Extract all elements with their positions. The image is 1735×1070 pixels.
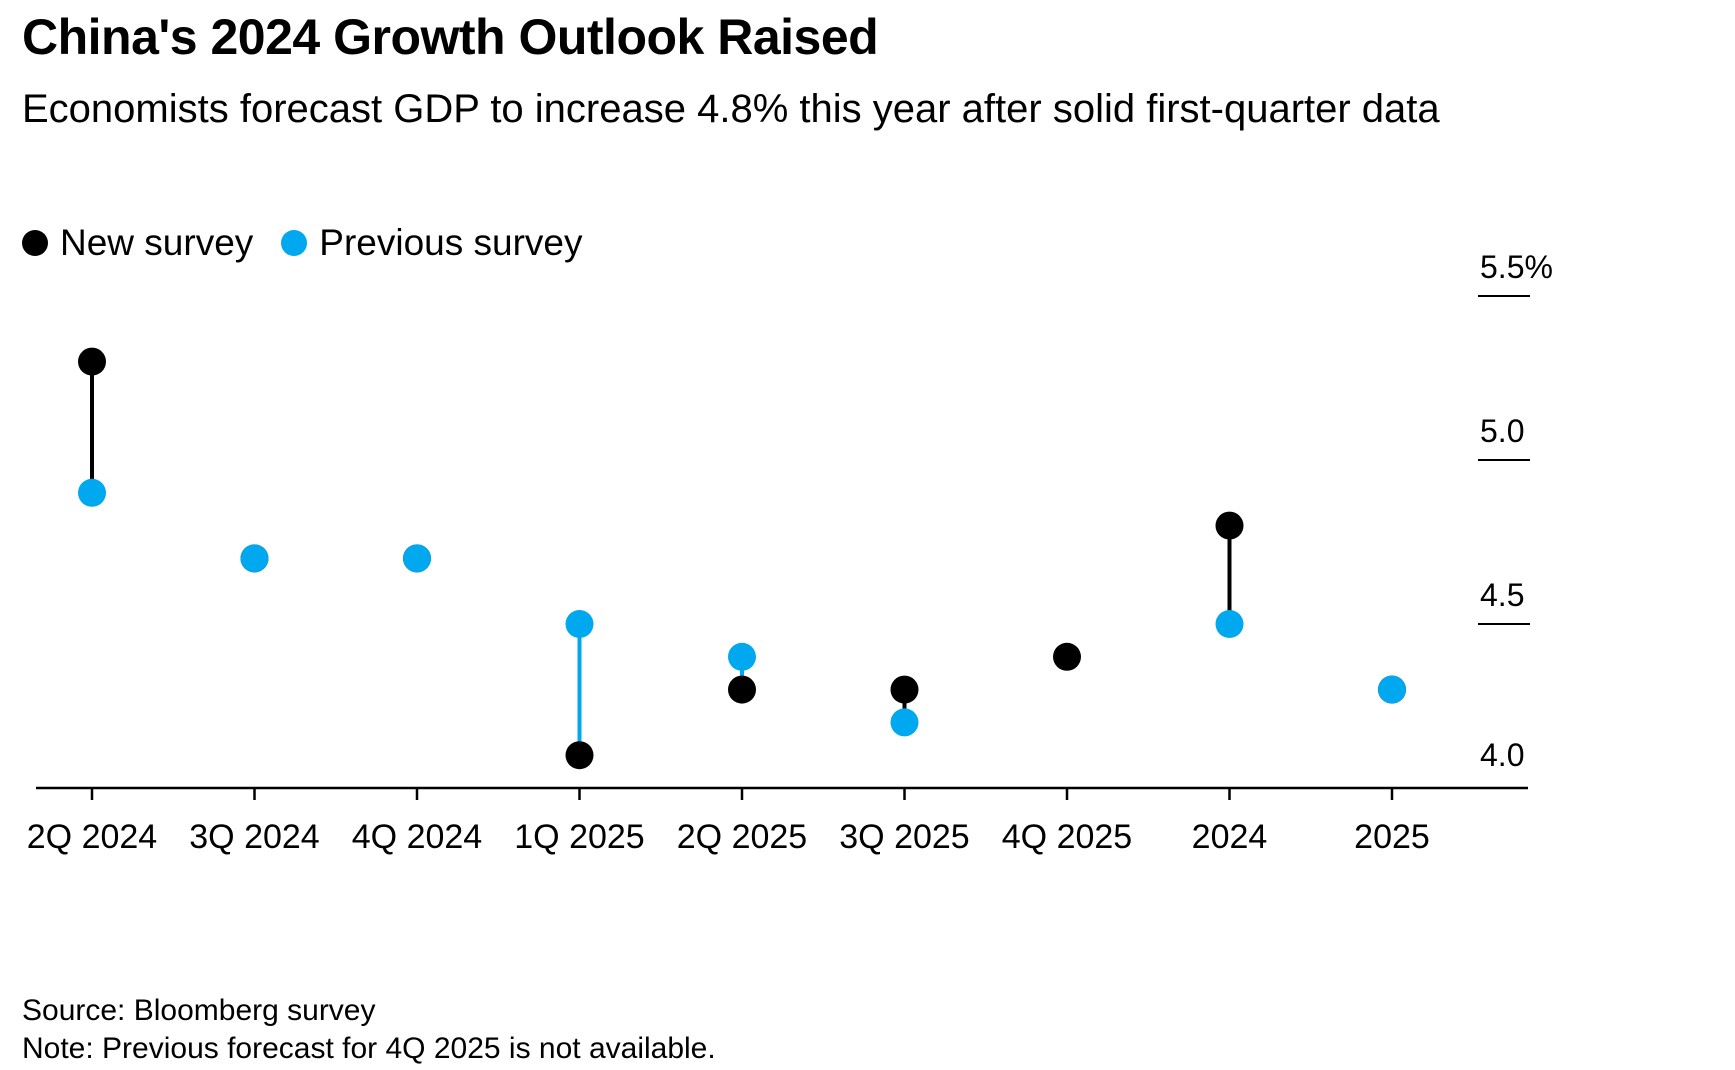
- chart-footer: Source: Bloomberg survey Note: Previous …: [22, 992, 716, 1068]
- previous-survey-point: [1378, 675, 1406, 704]
- y-tick-label: 5.5%: [1480, 249, 1553, 285]
- new-survey-point: [78, 347, 106, 376]
- chart-title: China's 2024 Growth Outlook Raised: [22, 9, 879, 65]
- new-survey-point: [1215, 511, 1244, 540]
- chart-subtitle: Economists forecast GDP to increase 4.8%…: [22, 87, 1440, 131]
- previous-survey-point: [78, 478, 106, 507]
- previous-survey-point: [890, 708, 919, 737]
- x-tick-label: 4Q 2024: [352, 818, 482, 856]
- x-tick-label: 2Q 2024: [27, 818, 157, 856]
- x-tick-label: 2Q 2025: [677, 818, 807, 856]
- y-tick-label: 5.0: [1480, 413, 1524, 449]
- y-tick-label: 4.0: [1480, 737, 1524, 773]
- legend-marker-new: [22, 230, 48, 256]
- x-tick-label: 2024: [1192, 818, 1268, 856]
- previous-survey-point: [403, 544, 431, 573]
- previous-survey-point: [565, 610, 594, 638]
- x-tick-label: 2025: [1354, 818, 1430, 856]
- new-survey-point: [728, 675, 756, 704]
- previous-survey-point: [1215, 610, 1244, 638]
- legend-label-previous: Previous survey: [319, 222, 583, 263]
- legend-marker-previous: [281, 230, 308, 256]
- x-tick-label: 3Q 2025: [839, 818, 969, 856]
- legend-item-previous: Previous survey: [281, 222, 583, 264]
- source-note: Source: Bloomberg survey: [22, 994, 376, 1027]
- x-tick-label: 3Q 2024: [189, 818, 319, 856]
- footnote: Note: Previous forecast for 4Q 2025 is n…: [22, 1032, 716, 1065]
- new-survey-point: [1053, 642, 1081, 671]
- legend-label-new: New survey: [60, 222, 254, 263]
- new-survey-point: [890, 675, 919, 704]
- y-tick-label: 4.5: [1480, 577, 1524, 613]
- x-tick-label: 4Q 2025: [1002, 818, 1132, 856]
- legend: New survey Previous survey: [22, 222, 611, 264]
- x-tick-label: 1Q 2025: [514, 818, 644, 856]
- legend-item-new: New survey: [22, 222, 253, 264]
- previous-survey-point: [728, 642, 756, 671]
- new-survey-point: [565, 741, 594, 770]
- previous-survey-point: [240, 544, 269, 573]
